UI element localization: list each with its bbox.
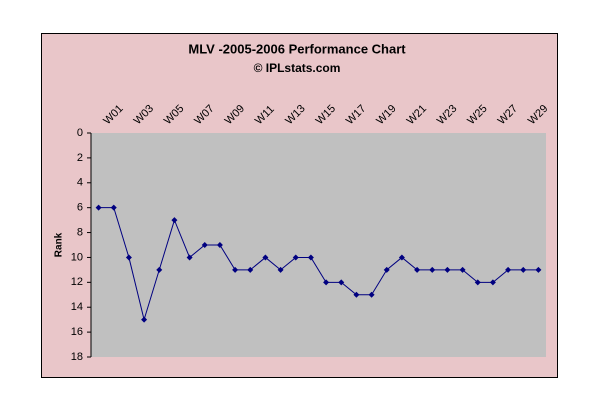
data-point bbox=[292, 254, 299, 261]
y-tick-label: 0 bbox=[77, 127, 83, 139]
y-tick-label: 6 bbox=[77, 202, 83, 214]
data-point bbox=[398, 254, 405, 261]
data-point bbox=[338, 279, 345, 286]
plot-area bbox=[91, 133, 546, 357]
data-point bbox=[535, 266, 542, 273]
data-point bbox=[110, 204, 117, 211]
data-point bbox=[505, 266, 512, 273]
data-point bbox=[323, 279, 330, 286]
data-point bbox=[201, 242, 208, 248]
data-point bbox=[262, 254, 269, 261]
y-tick-label: 16 bbox=[71, 326, 83, 338]
y-tick-label: 4 bbox=[77, 177, 83, 189]
data-point bbox=[520, 266, 527, 273]
y-tick-label: 2 bbox=[77, 152, 83, 164]
data-point bbox=[171, 217, 178, 224]
y-axis-label: Rank bbox=[54, 232, 65, 257]
data-point bbox=[232, 266, 239, 273]
data-point bbox=[216, 242, 223, 248]
data-point bbox=[247, 266, 254, 273]
data-point bbox=[489, 279, 496, 286]
y-tick-label: 10 bbox=[71, 251, 83, 263]
data-point bbox=[186, 254, 193, 261]
y-tick-label: 14 bbox=[71, 301, 83, 313]
y-tick-label: 12 bbox=[71, 276, 83, 288]
data-point bbox=[95, 204, 102, 211]
data-point bbox=[429, 266, 436, 273]
data-point bbox=[459, 266, 466, 273]
series-line bbox=[98, 207, 539, 322]
y-tick-label: 18 bbox=[71, 351, 83, 363]
data-point bbox=[141, 316, 148, 323]
data-point bbox=[474, 279, 481, 286]
chart-subtitle: © IPLstats.com bbox=[254, 61, 341, 75]
data-point bbox=[383, 266, 390, 273]
data-point bbox=[444, 266, 451, 273]
y-tick-label: 8 bbox=[77, 226, 83, 238]
data-point bbox=[277, 266, 284, 273]
data-point bbox=[125, 254, 132, 261]
data-point bbox=[156, 266, 163, 273]
data-point bbox=[414, 266, 421, 273]
data-point bbox=[353, 291, 360, 298]
chart-title: MLV -2005-2006 Performance Chart bbox=[188, 41, 406, 56]
data-point bbox=[368, 291, 375, 298]
data-point bbox=[307, 254, 314, 261]
